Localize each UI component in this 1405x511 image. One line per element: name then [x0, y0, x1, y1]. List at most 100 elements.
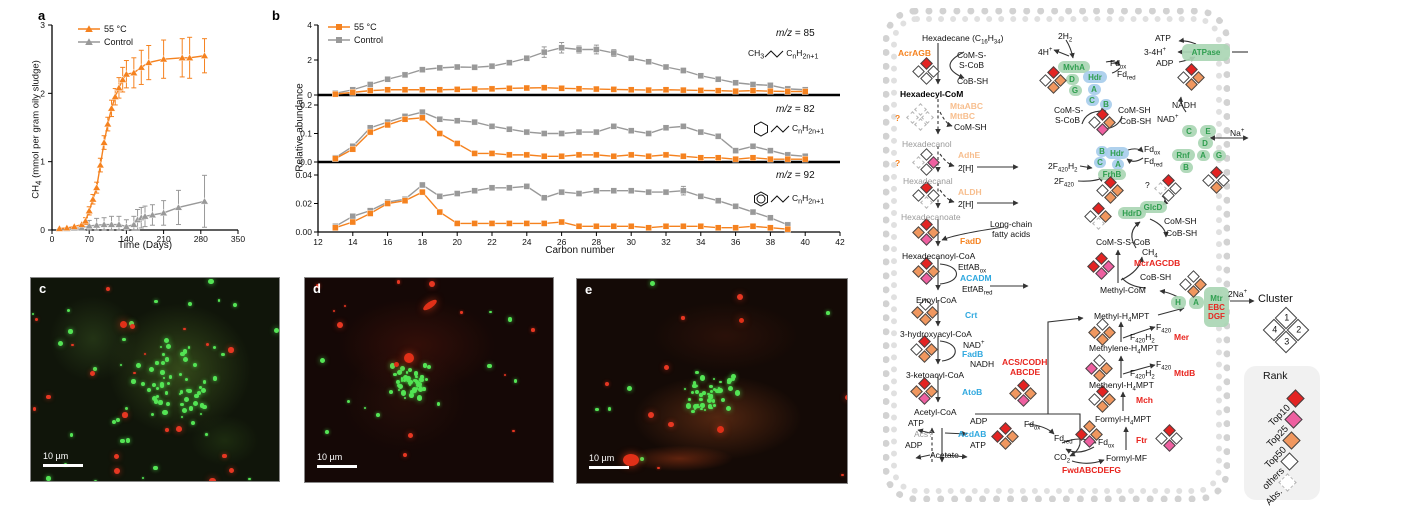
legend-item-0: 55 °C: [78, 22, 133, 35]
svg-text:0.02: 0.02: [295, 199, 312, 209]
red-cell-dot: [122, 412, 128, 418]
pw-com-s: CoM-S-: [1054, 105, 1084, 115]
abundance-diamond-cluster: [912, 218, 940, 246]
mtr-line-dgf: DGF: [1208, 311, 1225, 321]
svg-text:280: 280: [194, 234, 208, 244]
pw-mch: Mch: [1136, 395, 1153, 405]
pw-3-4h: 3-4H+: [1144, 46, 1166, 57]
svg-text:24: 24: [522, 237, 532, 247]
red-blob: [120, 320, 128, 328]
green-cell-dot: [165, 343, 172, 350]
svg-text:0.1: 0.1: [300, 129, 312, 139]
micrograph-d: d 10 µm: [304, 277, 554, 483]
green-cell-dot: [400, 390, 407, 396]
rank-legend-title: Rank: [1263, 370, 1288, 382]
svg-text:3: 3: [40, 20, 45, 30]
green-cell-dot: [69, 433, 74, 437]
pw-com-s-s-cob: CoM-S-S-CoB: [1096, 237, 1151, 247]
pw-3-ketoacyl-coa: 3-ketoacyl-CoA: [906, 370, 965, 380]
enzyme-subunit-a: A: [1196, 149, 1210, 161]
svg-text:30: 30: [626, 237, 636, 247]
pw-com-sh: CoM-SH: [1118, 105, 1151, 115]
red-cell-dot: [668, 421, 674, 428]
green-cell-dot: [694, 389, 700, 395]
green-cell-dot: [153, 465, 158, 471]
abundance-diamond-cluster: [1154, 174, 1182, 202]
pw-enoyl-coa: Enoyl-CoA: [916, 295, 957, 305]
pw-methylene-h-4-mpt: Methylene-H4MPT: [1089, 343, 1159, 356]
green-cell-dot: [57, 341, 64, 347]
pw-aldh: ALDH: [958, 187, 982, 197]
green-cell-dot: [400, 377, 403, 380]
red-cell-dot: [32, 406, 37, 411]
enzyme-subunit-glcd: GlcD: [1139, 201, 1167, 213]
red-cell-dot: [206, 343, 210, 347]
micrograph-c: c 10 µm: [30, 277, 280, 482]
scale-label: 10 µm: [317, 452, 343, 462]
green-cell-dot: [409, 393, 414, 398]
panel-a-label: a: [38, 8, 46, 23]
svg-text:4: 4: [307, 20, 312, 30]
pw-acetate: Acetate: [930, 450, 959, 460]
pw-acadm: ACADM: [960, 273, 992, 283]
pw-methyl-h-4-mpt: Methyl-H4MPT: [1094, 311, 1150, 324]
abundance-diamond-cluster: [910, 335, 938, 363]
red-cell-dot: [396, 280, 400, 284]
micrograph-e: e 10 µm: [576, 278, 848, 484]
pw-fd-ox: Fdox: [1024, 419, 1041, 432]
green-cell-dot: [193, 401, 199, 407]
red-cell-dot: [46, 394, 51, 400]
green-cell-dot: [696, 403, 699, 406]
green-cell-dot: [692, 383, 697, 389]
green-cell-dot: [159, 382, 165, 387]
red-blob: [622, 454, 639, 467]
green-cell-dot: [182, 349, 188, 354]
enzyme-subunit-d: D: [1197, 137, 1213, 149]
pw-f-420-h-2: F420H2: [1130, 368, 1155, 381]
green-cell-dot: [93, 367, 97, 371]
pw-nad: NAD+: [963, 339, 985, 350]
scale-label: 10 µm: [589, 453, 615, 463]
pw-3-hydroxyacyl-coa: 3-hydroxyacyl-CoA: [900, 329, 972, 339]
svg-text:1: 1: [40, 157, 45, 167]
green-cell-dot: [488, 310, 492, 314]
pw-cob-sh: CoB-SH: [1120, 116, 1152, 126]
panel-b-xlabel: Carbon number: [545, 245, 615, 256]
pw-acdab: AcdAB: [958, 429, 987, 439]
green-cell-dot: [150, 412, 154, 417]
enzyme-subunit-a: A: [1112, 158, 1124, 170]
green-cell-dot: [703, 408, 706, 411]
green-cell-dot: [403, 396, 407, 400]
green-cell-dot: [710, 393, 714, 397]
green-cell-dot: [409, 393, 412, 396]
pw-2f-420-h-2: 2F420H2: [1048, 161, 1078, 174]
pw-hexadecane-c-16-h-34: Hexadecane (C16H34): [922, 33, 1004, 46]
cell-membrane-inner: [891, 16, 1222, 494]
green-cell-dot: [696, 384, 699, 387]
green-cell-dot: [221, 352, 225, 357]
green-cell-dot: [155, 387, 159, 391]
green-cell-dot: [233, 303, 238, 308]
green-cell-dot: [162, 353, 165, 356]
green-cell-dot: [196, 390, 201, 396]
green-cell-dot: [162, 409, 168, 415]
green-cell-dot: [324, 430, 329, 434]
green-cell-dot: [164, 357, 169, 362]
pw-formyl-mf: Formyl-MF: [1106, 453, 1148, 463]
green-cell-dot: [415, 379, 418, 382]
red-cell-dot: [222, 453, 227, 459]
pw-hexadecyl-com: Hexadecyl-CoM: [900, 89, 964, 99]
green-cell-dot: [707, 392, 711, 396]
green-cell-dot: [693, 407, 697, 411]
green-cell-dot: [707, 404, 713, 409]
abundance-diamond-cluster: [1085, 354, 1113, 382]
panel-a-legend: 55 °C Control: [78, 22, 133, 48]
pw-mttbc: MttBC: [950, 111, 976, 121]
green-cell-dot: [162, 376, 165, 380]
green-cell-dot: [116, 417, 121, 422]
cluster-number: 3: [1284, 336, 1290, 347]
red-cell-dot: [736, 293, 743, 300]
green-cell-dot: [212, 376, 217, 381]
green-cell-dot: [420, 378, 425, 383]
abundance-diamond-cluster: [1202, 166, 1230, 194]
